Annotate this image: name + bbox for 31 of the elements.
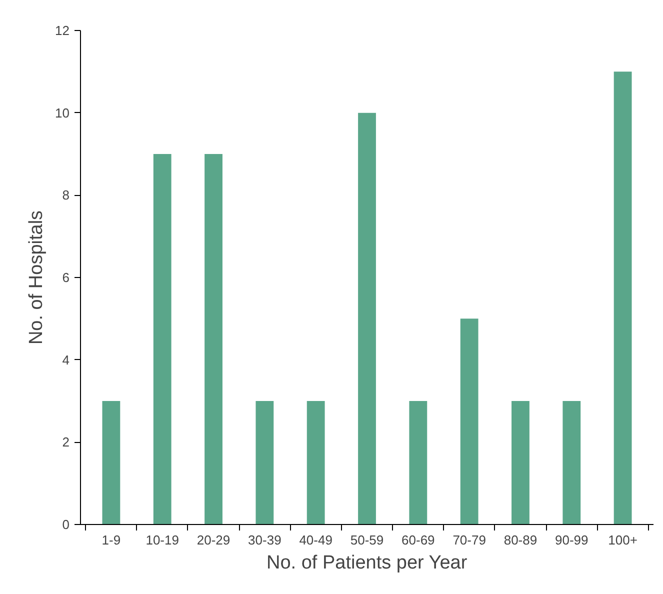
x-tick-label: 1-9	[102, 532, 121, 548]
x-tick-label: 100+	[608, 532, 638, 548]
bar	[102, 401, 120, 524]
x-tick-label: 60-69	[402, 532, 435, 548]
x-tick-label: 80-89	[504, 532, 538, 548]
x-tick-label: 70-79	[452, 532, 486, 548]
y-tick-label: 4	[62, 352, 70, 368]
bar	[204, 154, 222, 524]
bar	[306, 401, 325, 524]
y-tick-label: 0	[62, 517, 70, 532]
bar	[512, 401, 530, 524]
y-tick-label: 8	[62, 188, 70, 203]
x-tick-label: 50-59	[350, 532, 384, 548]
x-tick-label: 30-39	[248, 532, 282, 548]
bar	[153, 154, 172, 524]
x-tick-label: 20-29	[196, 532, 230, 548]
bar	[562, 401, 581, 524]
x-tick-label: 40-49	[299, 532, 332, 548]
bar	[256, 401, 274, 524]
y-tick-label: 10	[55, 105, 70, 120]
y-tick-label: 2	[62, 434, 70, 450]
y-tick-label: 6	[62, 270, 70, 285]
x-axis-title: No. of Patients per Year	[266, 552, 468, 574]
bar	[409, 401, 428, 524]
bar	[358, 112, 376, 524]
bar	[614, 72, 632, 524]
x-tick-label: 10-19	[146, 532, 179, 548]
y-axis-title: No. of Hospitals	[26, 210, 48, 345]
bar	[460, 318, 478, 524]
x-tick-label: 90-99	[555, 532, 588, 548]
y-tick-label: 12	[55, 23, 70, 38]
